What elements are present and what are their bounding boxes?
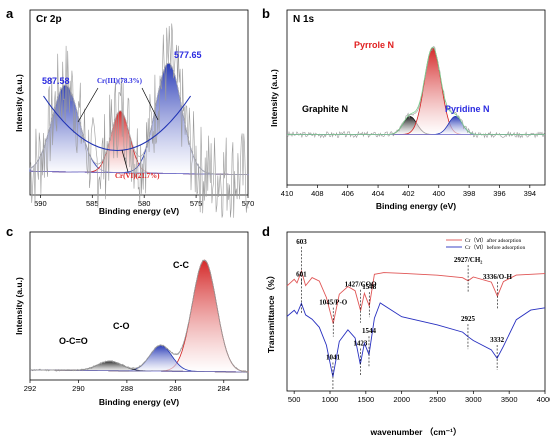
peak-annotation: 2925	[461, 315, 476, 323]
tick-label: 286	[169, 384, 182, 393]
panel-c-ylabel: Intensity (a.u.)	[14, 277, 24, 335]
tick-label: 500	[288, 395, 301, 404]
envelope-line	[30, 259, 249, 373]
tick-label: 575	[190, 199, 203, 208]
cr3-connector-curve	[43, 95, 192, 151]
panel-label-c: c	[6, 224, 13, 239]
peak-annotation: 3336/O-H	[483, 273, 513, 281]
panel-d: wavenumber （cm⁻¹） Transmittance（%） 500 10…	[266, 231, 550, 437]
panel-c-frame	[29, 231, 249, 381]
tick-label: 404	[372, 189, 385, 198]
peak-annotation: 1041	[326, 353, 341, 361]
panel-c-annotation-cc: C-C	[173, 260, 189, 270]
panel-label-d: d	[262, 224, 270, 239]
panel-a-annotation-cr6: Cr(VI)(21.7%)	[115, 172, 160, 180]
tick-label: 570	[242, 199, 255, 208]
tick-label: 398	[463, 189, 476, 198]
peak-annotation: 1427/COO	[345, 281, 377, 289]
panel-a-annotation-577: 577.65	[174, 50, 202, 60]
panel-b-xlabel: Binding energy (eV)	[376, 201, 456, 211]
series-line-1	[286, 302, 546, 377]
tick-label: 406	[341, 189, 354, 198]
panel-b-annotation-pyridine: Pyridine N	[445, 104, 490, 114]
panel-label-b: b	[262, 6, 270, 21]
peak-1	[287, 47, 545, 135]
panel-d-legend-before: Cr（Ⅵ）before adsorption	[465, 244, 525, 251]
tick-label: 290	[72, 384, 85, 393]
panel-c-annotation-co: C-O	[113, 321, 130, 331]
tick-label: 288	[121, 384, 134, 393]
panel-a-frame	[29, 9, 249, 196]
panel-b-annotation-pyrrole: Pyrrole N	[354, 40, 394, 50]
tick-label: 4000	[537, 395, 550, 404]
envelope-line	[29, 62, 248, 175]
panel-a-annotation-cr3: Cr(III)(78.3%)	[97, 77, 143, 85]
panel-b-title: N 1s	[293, 14, 315, 25]
panel-c: Binding energy (eV) Intensity (a.u.) 292…	[14, 231, 249, 407]
peak-annotation: 2927/CH₂	[454, 256, 483, 264]
peak-annotation: 1548	[362, 283, 377, 291]
tick-label: 400	[433, 189, 446, 198]
peak-annotation: 603	[296, 238, 307, 246]
peak-0	[30, 259, 249, 373]
panel-c-xlabel: Binding energy (eV)	[99, 397, 179, 407]
tick-label: 402	[402, 189, 415, 198]
raw-data-line	[286, 46, 546, 139]
peak-annotation: 1544	[362, 327, 377, 335]
tick-label: 2000	[393, 395, 410, 404]
tick-label: 590	[34, 199, 47, 208]
tick-label: 410	[281, 189, 294, 198]
panel-label-a: a	[6, 6, 14, 21]
peak-annotation: 3332	[490, 336, 505, 344]
panel-d-frame	[286, 231, 546, 392]
panel-d-ylabel: Transmittance（%）	[266, 271, 276, 353]
tick-label: 396	[493, 189, 506, 198]
raw-data-line	[29, 23, 249, 218]
peak-annotation: 1045/P-O	[319, 299, 348, 307]
tick-label: 585	[86, 199, 99, 208]
panel-d-legend-after: Cr（Ⅵ）after adsorption	[465, 237, 521, 244]
tick-label: 284	[218, 384, 231, 393]
panel-a: Cr 2p Binding energy (eV) Intensity (a.u…	[14, 9, 255, 218]
panel-a-pointer-3	[121, 149, 129, 173]
peak-annotation: 1423	[353, 340, 368, 348]
panel-b-ylabel: Intensity (a.u.)	[269, 69, 279, 127]
series-line-0	[286, 269, 546, 324]
peak-annotation: 601	[296, 270, 307, 278]
tick-label: 1000	[322, 395, 339, 404]
tick-label: 3500	[501, 395, 518, 404]
tick-label: 2500	[429, 395, 446, 404]
panel-d-xlabel: wavenumber （cm⁻¹）	[370, 427, 462, 437]
tick-label: 408	[311, 189, 324, 198]
tick-label: 292	[24, 384, 37, 393]
tick-label: 394	[524, 189, 537, 198]
tick-label: 580	[138, 199, 151, 208]
tick-label: 1500	[357, 395, 374, 404]
panel-a-annotation-587: 587.58	[42, 76, 70, 86]
panel-a-pointer-1	[77, 87, 99, 123]
panel-a-title: Cr 2p	[36, 14, 62, 25]
panel-a-ylabel: Intensity (a.u.)	[14, 74, 24, 132]
panel-a-xlabel: Binding energy (eV)	[99, 206, 179, 216]
panel-b-frame	[286, 9, 546, 186]
envelope-line	[287, 46, 545, 135]
panel-b: N 1s Binding energy (eV) Intensity (a.u.…	[269, 9, 546, 211]
panel-b-annotation-graphite: Graphite N	[302, 104, 348, 114]
panel-a-pointer-2	[141, 87, 159, 121]
panel-c-annotation-oco: O-C=O	[59, 336, 88, 346]
tick-label: 3000	[465, 395, 482, 404]
